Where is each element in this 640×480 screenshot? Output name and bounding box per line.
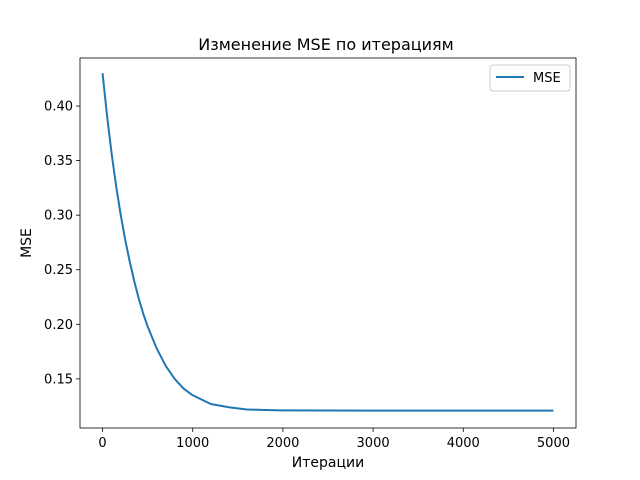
legend-box — [489, 64, 571, 92]
y-axis-ticks: 0.15 0.20 0.25 0.30 0.35 0.40 — [44, 100, 80, 387]
x-tick-label: 2000 — [266, 436, 299, 451]
axes-frame — [79, 57, 577, 429]
x-tick-label: 3000 — [357, 436, 390, 451]
y-tick-label: 0.20 — [44, 318, 73, 333]
series-lines — [101, 73, 554, 412]
chart-title: Изменение MSE по итерациям — [198, 35, 453, 54]
legend: MSE — [489, 64, 571, 92]
x-tick-label: 1000 — [176, 436, 209, 451]
x-tick-label: 4000 — [447, 436, 480, 451]
x-tick-label: 5000 — [537, 436, 570, 451]
x-axis-label: Итерации — [292, 455, 364, 471]
y-tick-label: 0.15 — [44, 372, 73, 387]
plot-area: 0.15 0.20 0.25 0.30 0.35 0.40 0 1000 2000 3000 40… — [44, 57, 577, 451]
y-tick-label: 0.35 — [44, 154, 73, 169]
x-tick-label: 0 — [98, 436, 106, 451]
series-line-mse — [101, 73, 554, 412]
legend-label-mse: MSE — [533, 71, 561, 86]
x-axis-ticks: 0 1000 2000 3000 4000 5000 — [98, 428, 570, 451]
y-tick-label: 0.30 — [44, 209, 73, 224]
y-tick-label: 0.25 — [44, 263, 73, 278]
y-axis-label: MSE — [19, 228, 35, 258]
y-tick-label: 0.40 — [44, 100, 73, 115]
